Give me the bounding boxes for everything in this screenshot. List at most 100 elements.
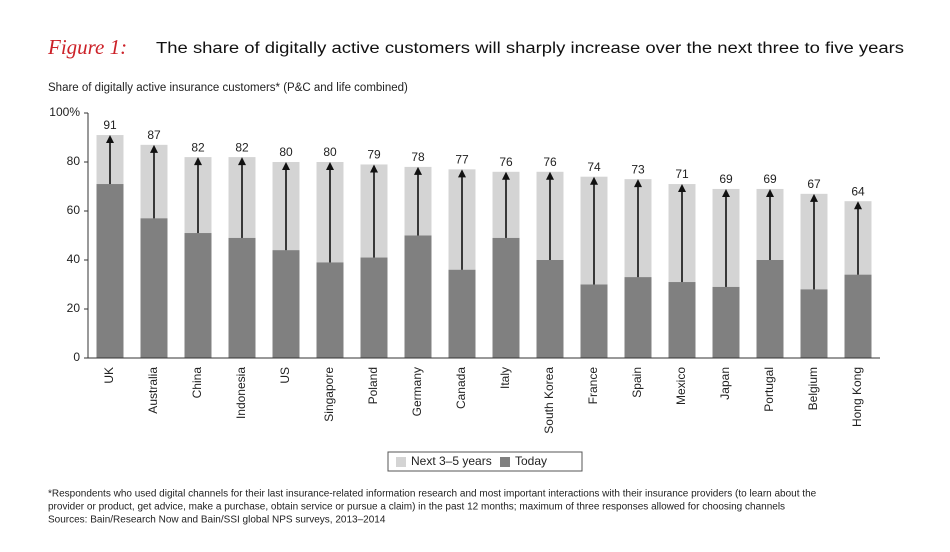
arrow [326, 162, 334, 263]
source: Sources: Bain/Research Now and Bain/SSI … [48, 515, 386, 526]
arrow [766, 188, 774, 260]
legend-frame [387, 451, 583, 472]
y-tick-label: 100% [49, 105, 80, 119]
bar [800, 289, 828, 358]
arrow-head [282, 162, 290, 170]
footnote: *Respondents who used digital channels f… [48, 489, 817, 500]
x-tick-label: Spain [630, 367, 644, 398]
x-tick-label: Mexico [674, 367, 688, 405]
bar [844, 274, 872, 358]
arrow-head [414, 166, 422, 175]
legend-label: Next 3–5 years [411, 454, 492, 468]
arrow-head [502, 171, 510, 180]
data-label: 71 [675, 167, 689, 181]
bar [580, 284, 608, 358]
data-label: 80 [279, 145, 293, 159]
bar [96, 184, 124, 358]
arrow-head [546, 171, 554, 180]
data-label: 69 [719, 172, 733, 186]
y-tick-label: 20 [67, 301, 81, 315]
y-tick-label: 40 [67, 252, 81, 266]
data-label: 76 [499, 155, 513, 169]
x-tick-label: Japan [718, 367, 732, 400]
data-label: 76 [543, 155, 557, 169]
data-label: 64 [851, 184, 865, 198]
arrow-head [238, 157, 246, 166]
arrow-head [766, 188, 774, 197]
arrow-head [634, 179, 642, 188]
arrow [458, 169, 466, 270]
data-label: 82 [235, 140, 249, 154]
arrow [502, 171, 510, 238]
bar [316, 262, 344, 358]
arrow-head [678, 184, 686, 193]
bar [184, 233, 212, 358]
arrow-head [326, 162, 334, 170]
arrow [810, 193, 818, 290]
x-tick-label: Canada [454, 367, 468, 409]
bar [756, 260, 784, 358]
bar [624, 277, 652, 358]
data-label: 91 [103, 118, 117, 132]
data-label: 69 [763, 172, 777, 186]
data-label: 78 [411, 150, 425, 164]
bar [140, 218, 168, 358]
arrow-head [590, 176, 598, 185]
data-label: 73 [631, 162, 645, 176]
bar [404, 235, 432, 358]
x-tick-label: Hong Kong [850, 367, 864, 427]
data-label: 77 [455, 153, 469, 167]
arrow-head [854, 201, 862, 210]
figure-label: Figure 1: [47, 35, 127, 59]
x-tick-label: South Korea [542, 367, 556, 434]
arrow-head [458, 169, 466, 178]
x-tick-label: Singapore [322, 367, 336, 422]
footnote: provider or product, get advice, make a … [48, 502, 785, 513]
bar [492, 237, 520, 358]
arrow [370, 164, 378, 258]
arrow [238, 157, 246, 238]
y-tick-label: 0 [73, 350, 80, 364]
data-label: 79 [367, 148, 381, 162]
arrow [634, 179, 642, 278]
bar [228, 237, 256, 358]
data-label: 67 [807, 177, 821, 191]
arrow [282, 162, 290, 251]
x-tick-label: Belgium [806, 367, 820, 410]
x-tick-label: Italy [498, 367, 512, 389]
x-tick-label: Poland [366, 367, 380, 404]
x-tick-label: China [190, 367, 204, 399]
arrow-head [194, 157, 202, 166]
legend-label: Today [515, 454, 547, 468]
x-tick-label: France [586, 367, 600, 405]
data-label: 80 [323, 145, 337, 159]
arrow [678, 184, 686, 283]
legend: Next 3–5 years Today [387, 451, 583, 472]
arrow [150, 144, 158, 219]
y-tick-label: 80 [67, 154, 81, 168]
arrow-head [810, 193, 818, 202]
arrow-head [370, 164, 378, 173]
arrow [414, 166, 422, 236]
data-label: 74 [587, 160, 601, 174]
arrow [194, 157, 202, 234]
data-label: 82 [191, 140, 205, 154]
data-label: 87 [147, 128, 161, 142]
arrow-head [722, 188, 730, 197]
arrow [722, 188, 730, 287]
bar [668, 282, 696, 358]
arrow [546, 171, 554, 260]
legend-swatch [500, 457, 510, 467]
arrow [106, 135, 114, 185]
x-tick-label: UK [102, 367, 116, 384]
bar [448, 269, 476, 358]
y-tick-label: 60 [67, 203, 81, 217]
x-tick-label: US [278, 367, 292, 384]
arrow [854, 201, 862, 275]
arrow-head [150, 144, 158, 153]
chart-subtitle: Share of digitally active insurance cust… [48, 82, 408, 94]
x-tick-label: Portugal [762, 367, 776, 412]
legend-swatch [396, 457, 406, 467]
arrow-head [106, 135, 114, 144]
